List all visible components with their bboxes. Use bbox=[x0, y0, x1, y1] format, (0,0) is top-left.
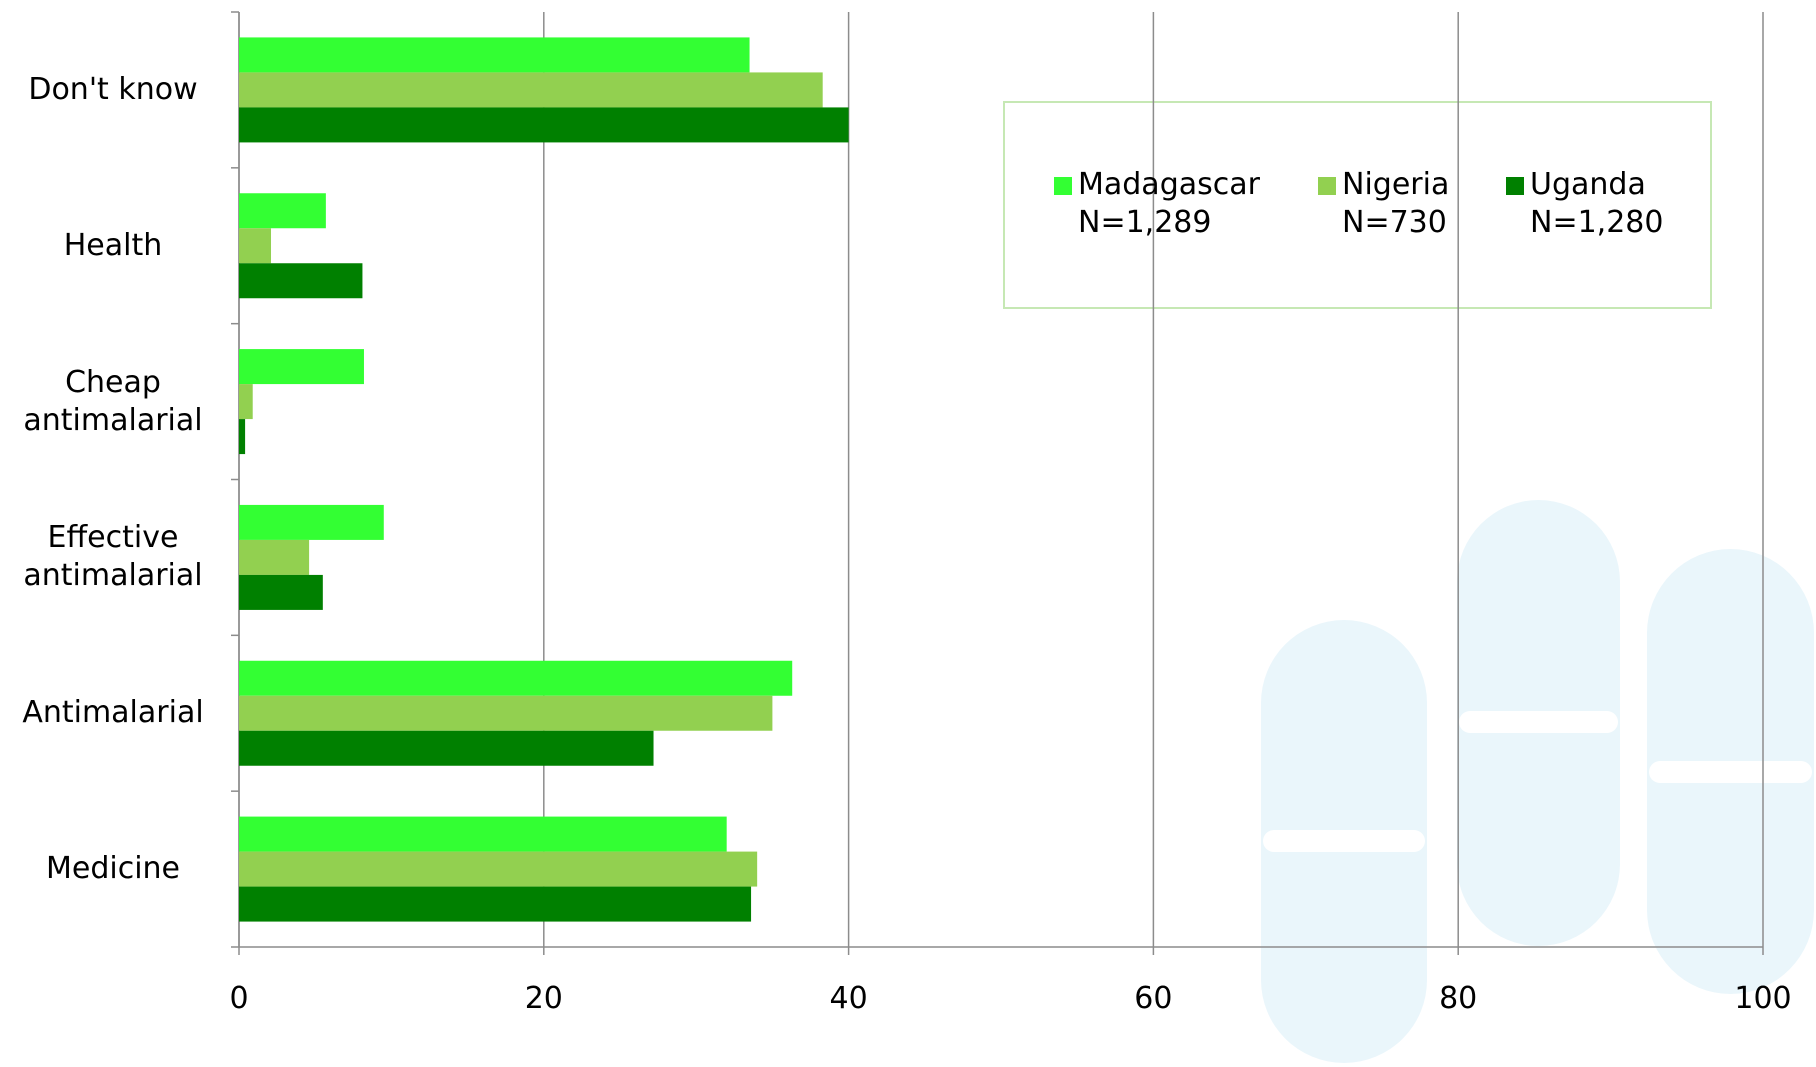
bar bbox=[239, 228, 272, 264]
legend-label: Madagascar N=1,289 bbox=[1078, 167, 1260, 240]
x-tick-label: 0 bbox=[229, 981, 249, 1016]
x-tick-label: 60 bbox=[1134, 981, 1173, 1016]
y-tick-label: Antimalarial bbox=[22, 695, 204, 731]
bar bbox=[239, 419, 246, 455]
y-tick-label: Health bbox=[63, 227, 163, 263]
bar bbox=[239, 107, 849, 143]
y-tick-label: Don't know bbox=[28, 71, 198, 107]
bar bbox=[239, 695, 773, 731]
bar bbox=[239, 384, 253, 420]
bar bbox=[239, 574, 323, 610]
pill-stripe bbox=[1263, 830, 1425, 852]
bar bbox=[239, 37, 750, 73]
bar bbox=[239, 660, 793, 696]
bar bbox=[239, 193, 326, 229]
pill-stripe bbox=[1459, 711, 1618, 733]
x-tick-label: 20 bbox=[524, 981, 563, 1016]
bar bbox=[239, 504, 384, 540]
bar bbox=[239, 816, 727, 852]
x-tick-label: 100 bbox=[1734, 981, 1792, 1016]
bar bbox=[239, 263, 363, 299]
legend-swatch bbox=[1054, 177, 1072, 195]
bar bbox=[239, 349, 364, 385]
bar bbox=[239, 886, 752, 922]
bar bbox=[239, 539, 310, 575]
legend-swatch bbox=[1506, 177, 1524, 195]
bar bbox=[239, 851, 758, 887]
x-tick-label: 40 bbox=[829, 981, 868, 1016]
bar bbox=[239, 730, 654, 766]
legend-label: Uganda N=1,280 bbox=[1530, 167, 1664, 240]
background-pills bbox=[1261, 500, 1814, 1063]
y-tick-label: Cheap antimalarial bbox=[23, 364, 203, 438]
x-tick-label: 80 bbox=[1439, 981, 1478, 1016]
pill-stripe bbox=[1649, 761, 1812, 783]
bar bbox=[239, 72, 823, 108]
y-tick-label: Effective antimalarial bbox=[23, 520, 203, 594]
legend-swatch bbox=[1318, 177, 1336, 195]
legend-label: Nigeria N=730 bbox=[1342, 167, 1450, 240]
y-tick-label: Medicine bbox=[45, 851, 181, 887]
legend-box bbox=[1003, 101, 1712, 309]
